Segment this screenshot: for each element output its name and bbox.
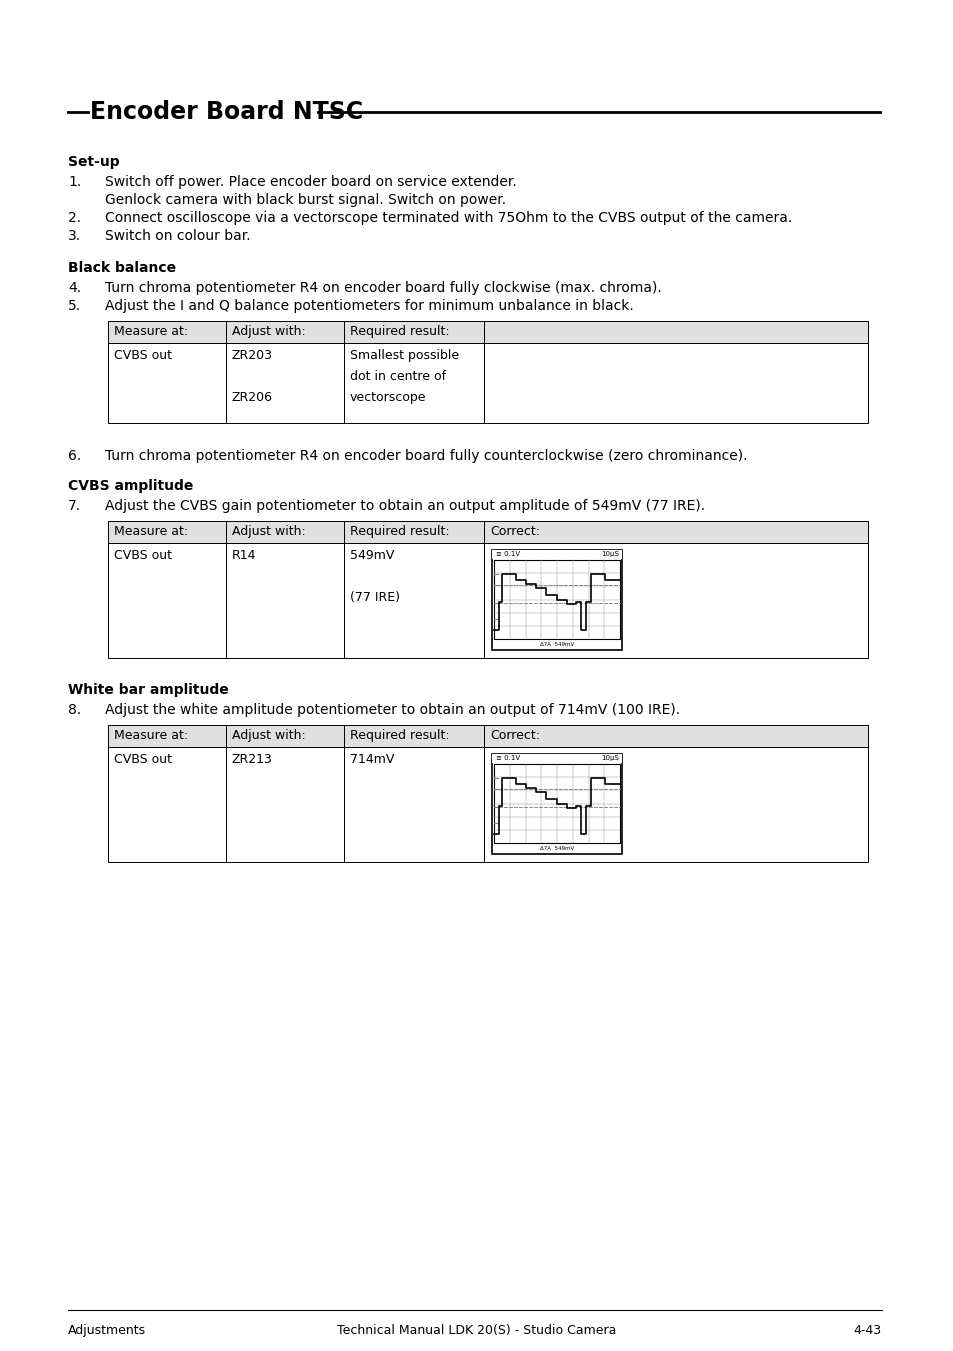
Text: 8.: 8. xyxy=(68,703,81,717)
Bar xyxy=(226,521,343,543)
Bar xyxy=(343,725,484,747)
Bar xyxy=(492,754,621,854)
Text: Δ7A  549mV: Δ7A 549mV xyxy=(539,642,574,647)
Text: R14: R14 xyxy=(232,549,256,562)
Text: Adjustments: Adjustments xyxy=(68,1324,146,1337)
Text: 549mV

(77 IRE): 549mV (77 IRE) xyxy=(349,549,399,604)
Bar xyxy=(226,343,343,423)
Bar xyxy=(484,725,867,747)
Text: CVBS out: CVBS out xyxy=(113,753,172,766)
Text: Connect oscilloscope via a vectorscope terminated with 75Ohm to the CVBS output : Connect oscilloscope via a vectorscope t… xyxy=(105,211,791,226)
Bar xyxy=(343,343,484,423)
Bar xyxy=(226,543,343,658)
Bar xyxy=(108,343,226,423)
Text: 3.: 3. xyxy=(68,230,81,243)
Text: 714mV: 714mV xyxy=(349,753,394,766)
Bar xyxy=(492,550,621,559)
Text: 5.: 5. xyxy=(68,299,81,313)
Text: ZR203

ZR206: ZR203 ZR206 xyxy=(232,349,273,404)
Bar xyxy=(484,747,867,862)
Bar xyxy=(484,543,867,658)
Text: 2.: 2. xyxy=(68,211,81,226)
Text: Switch off power. Place encoder board on service extender.: Switch off power. Place encoder board on… xyxy=(105,176,517,189)
Text: 10μS: 10μS xyxy=(600,551,618,557)
Text: 4.: 4. xyxy=(68,281,81,295)
Text: Measure at:: Measure at: xyxy=(113,730,188,742)
Text: Required result:: Required result: xyxy=(349,526,449,538)
Text: 10μS: 10μS xyxy=(600,755,618,761)
Bar xyxy=(494,561,619,639)
Text: 6.: 6. xyxy=(68,449,81,463)
Text: Turn chroma potentiometer R4 on encoder board fully clockwise (max. chroma).: Turn chroma potentiometer R4 on encoder … xyxy=(105,281,661,295)
Text: Adjust the white amplitude potentiometer to obtain an output of 714mV (100 IRE).: Adjust the white amplitude potentiometer… xyxy=(105,703,679,717)
Text: ≡ 0.1V: ≡ 0.1V xyxy=(496,755,519,761)
Text: 4-43: 4-43 xyxy=(853,1324,882,1337)
Text: Measure at:: Measure at: xyxy=(113,326,188,338)
Bar xyxy=(226,322,343,343)
Text: ZR213: ZR213 xyxy=(232,753,273,766)
Bar xyxy=(484,521,867,543)
Text: White bar amplitude: White bar amplitude xyxy=(68,684,229,697)
Text: Correct:: Correct: xyxy=(490,730,539,742)
Bar xyxy=(108,747,226,862)
Text: 7.: 7. xyxy=(68,499,81,513)
Text: CVBS out: CVBS out xyxy=(113,349,172,362)
Text: Correct:: Correct: xyxy=(490,526,539,538)
Bar xyxy=(108,543,226,658)
Text: Adjust with:: Adjust with: xyxy=(232,730,305,742)
Bar xyxy=(343,322,484,343)
Text: Turn chroma potentiometer R4 on encoder board fully counterclockwise (zero chrom: Turn chroma potentiometer R4 on encoder … xyxy=(105,449,747,463)
Text: Measure at:: Measure at: xyxy=(113,526,188,538)
Text: Adjust the I and Q balance potentiometers for minimum unbalance in black.: Adjust the I and Q balance potentiometer… xyxy=(105,299,633,313)
Bar xyxy=(108,725,226,747)
Text: Genlock camera with black burst signal. Switch on power.: Genlock camera with black burst signal. … xyxy=(105,193,506,207)
Text: Technical Manual LDK 20(S) - Studio Camera: Technical Manual LDK 20(S) - Studio Came… xyxy=(337,1324,616,1337)
Bar xyxy=(494,765,619,843)
Text: Adjust with:: Adjust with: xyxy=(232,526,305,538)
Bar xyxy=(484,322,867,343)
Bar xyxy=(108,521,226,543)
Text: Set-up: Set-up xyxy=(68,155,119,169)
Text: Black balance: Black balance xyxy=(68,261,176,276)
Text: 1.: 1. xyxy=(68,176,81,189)
Text: CVBS amplitude: CVBS amplitude xyxy=(68,480,193,493)
Text: Smallest possible
dot in centre of
vectorscope: Smallest possible dot in centre of vecto… xyxy=(349,349,458,404)
Bar xyxy=(343,521,484,543)
Text: Δ7A  549mV: Δ7A 549mV xyxy=(539,846,574,851)
Text: Required result:: Required result: xyxy=(349,730,449,742)
Bar xyxy=(226,725,343,747)
Bar xyxy=(343,747,484,862)
Text: Switch on colour bar.: Switch on colour bar. xyxy=(105,230,251,243)
Bar xyxy=(226,747,343,862)
Text: Required result:: Required result: xyxy=(349,326,449,338)
Bar xyxy=(492,550,621,650)
Text: ≡ 0.1V: ≡ 0.1V xyxy=(496,551,519,557)
Bar xyxy=(492,754,621,763)
Bar xyxy=(343,543,484,658)
Bar xyxy=(484,343,867,423)
Text: Encoder Board NTSC: Encoder Board NTSC xyxy=(90,100,363,124)
Text: Adjust with:: Adjust with: xyxy=(232,326,305,338)
Text: Adjust the CVBS gain potentiometer to obtain an output amplitude of 549mV (77 IR: Adjust the CVBS gain potentiometer to ob… xyxy=(105,499,704,513)
Text: CVBS out: CVBS out xyxy=(113,549,172,562)
Bar xyxy=(108,322,226,343)
